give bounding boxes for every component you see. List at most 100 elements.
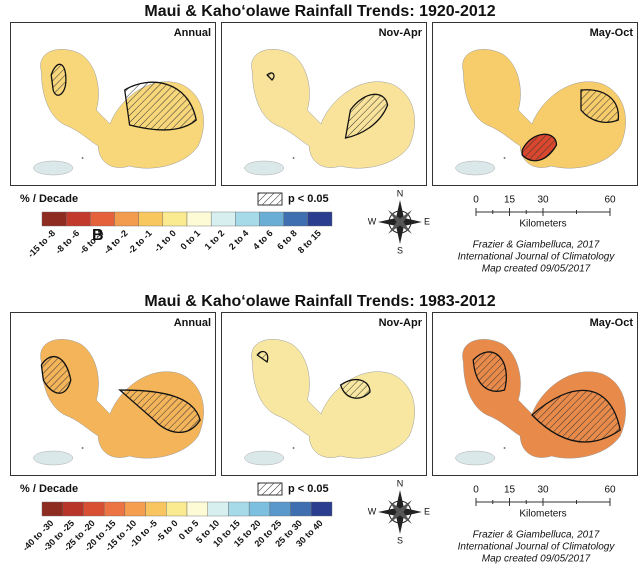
significance-label: p < 0.05 — [288, 193, 329, 205]
island-group — [244, 49, 415, 176]
legend-swatch — [269, 501, 291, 517]
legend-swatch — [210, 211, 236, 227]
scale-tick-label: 0 — [473, 195, 479, 206]
legend-swatch — [41, 211, 67, 227]
legend-swatch — [248, 501, 271, 517]
kahoolawe-island — [455, 450, 496, 466]
credit-line: Frazier & Giambelluca, 2017 — [473, 240, 600, 251]
legend-label: -8 to -6 — [53, 228, 81, 256]
maui-island — [251, 49, 415, 169]
panel-label: Nov-Apr — [379, 27, 423, 39]
panel-label: May-Oct — [590, 27, 634, 39]
molokini — [292, 447, 295, 449]
molokini — [292, 157, 295, 159]
molokini — [503, 157, 506, 159]
scale-tick-label: 30 — [537, 485, 549, 496]
panel-label: Nov-Apr — [379, 317, 423, 329]
scale-unit: Kilometers — [519, 509, 566, 520]
scale-tick-label: 0 — [473, 485, 479, 496]
legend-swatch — [138, 211, 164, 227]
legend-label: 4 to 6 — [251, 228, 275, 252]
legend-title: % / Decade — [20, 483, 78, 495]
credit-line: Map created 09/05/2017 — [482, 264, 591, 275]
compass-s: S — [397, 535, 403, 545]
legend-swatch — [259, 211, 284, 227]
significant-area — [344, 93, 389, 139]
compass-star-minor — [388, 210, 412, 234]
kahoolawe-island — [244, 450, 285, 466]
scale-tick-label: 30 — [537, 195, 549, 206]
significant-area — [339, 379, 371, 399]
significance-swatch — [257, 482, 283, 496]
significant-area — [521, 133, 558, 162]
legend-swatch — [283, 211, 309, 227]
scale-tick-label: 60 — [604, 195, 616, 206]
legend-swatch — [186, 501, 208, 517]
legend-swatch — [124, 501, 146, 517]
legend-swatch — [162, 211, 188, 227]
significance-swatch — [257, 192, 283, 206]
legend-swatch — [41, 501, 63, 517]
molokini — [81, 447, 84, 449]
legend-swatch — [62, 501, 84, 517]
map-panel: Nov-Apr — [221, 22, 427, 186]
legend-label: -5 to 0 — [154, 518, 180, 544]
significant-area — [472, 351, 507, 392]
significant-area — [256, 350, 269, 364]
map-panel: Annual — [10, 312, 216, 476]
legend-label: 2 to 4 — [227, 228, 251, 252]
kahoolawe-island — [33, 450, 74, 466]
significant-area — [50, 63, 67, 96]
scale-unit: Kilometers — [519, 219, 566, 230]
annotation: B — [92, 227, 104, 244]
section-title: Maui & Kaho‘olawe Rainfall Trends: 1983-… — [144, 293, 495, 310]
map-panel: Nov-Apr — [221, 312, 427, 476]
significant-area — [40, 355, 72, 394]
compass-e: E — [424, 216, 430, 226]
legend-swatch — [307, 211, 333, 227]
legend-swatch — [228, 501, 250, 517]
maui-island — [40, 339, 204, 459]
credit-line: International Journal of Climatology — [458, 252, 616, 263]
legend-label: -2 to -1 — [126, 228, 154, 256]
legend-swatch — [114, 211, 139, 227]
compass-star-minor — [388, 500, 412, 524]
island-group — [244, 339, 415, 466]
maui-island — [251, 339, 415, 459]
section-title: Maui & Kaho‘olawe Rainfall Trends: 1920-… — [144, 3, 495, 20]
panel-label: May-Oct — [590, 317, 634, 329]
legend-label: -4 to -2 — [102, 228, 130, 256]
legend-label: 8 to 15 — [296, 228, 323, 255]
legend-label: -15 to -8 — [26, 228, 57, 259]
legend-swatch — [290, 501, 312, 517]
scale-tick-label: 15 — [504, 485, 516, 496]
panel-label: Annual — [174, 317, 211, 329]
island-group — [455, 339, 626, 466]
compass-w: W — [368, 216, 377, 226]
maui-island — [462, 49, 626, 169]
significant-area — [580, 89, 619, 123]
compass-n: N — [397, 478, 404, 488]
map-panel: May-Oct — [432, 22, 638, 186]
island-group — [455, 49, 626, 176]
legend-title: % / Decade — [20, 193, 78, 205]
legend-swatch — [103, 501, 126, 517]
maui-island — [40, 49, 204, 169]
significant-area — [118, 389, 201, 434]
legend-swatch — [235, 211, 260, 227]
significant-area — [124, 81, 197, 131]
kahoolawe-island — [244, 160, 285, 176]
legend-swatch — [186, 211, 212, 227]
legend-swatch — [65, 211, 91, 227]
molokini — [503, 447, 506, 449]
compass-s: S — [397, 245, 403, 255]
legend-label: 1 to 2 — [203, 228, 227, 252]
credit-line: International Journal of Climatology — [458, 542, 616, 553]
compass-n: N — [397, 188, 404, 198]
significant-area — [531, 389, 621, 443]
map-panel: May-Oct — [432, 312, 638, 476]
kahoolawe-island — [33, 160, 74, 176]
compass-e: E — [424, 506, 430, 516]
kahoolawe-island — [455, 160, 496, 176]
